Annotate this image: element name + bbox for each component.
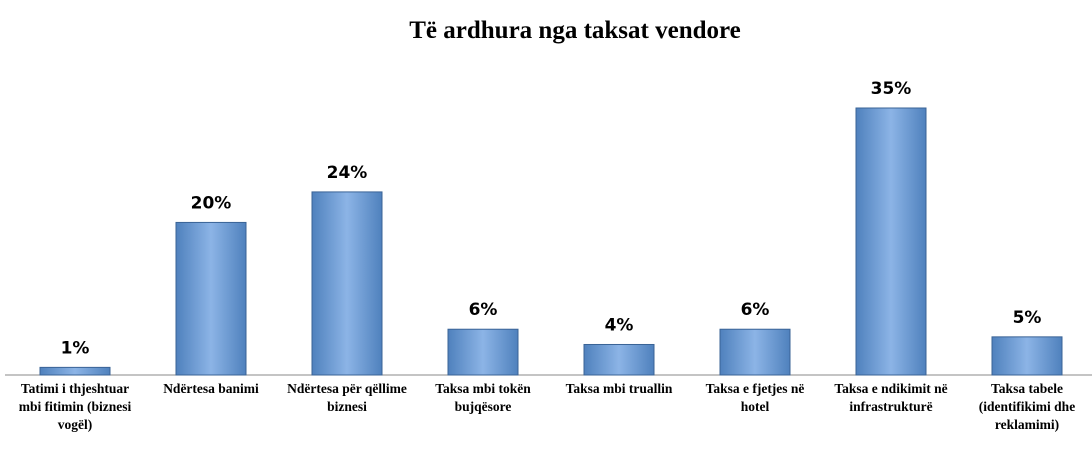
bar	[991, 336, 1063, 376]
x-tick-label: Ndërtesa banimi	[163, 381, 259, 396]
value-label: 6%	[741, 300, 770, 320]
value-label: 20%	[191, 193, 232, 213]
x-tick-label: Taksa e ndikimit në infrastrukturë	[834, 381, 948, 414]
value-label: 1%	[61, 338, 90, 358]
chart-title: Të ardhura nga taksat vendore	[409, 17, 741, 44]
bar	[311, 191, 383, 376]
x-tick-label: Tatimi i thjeshtuar mbi fitimin (biznesi…	[18, 381, 132, 432]
x-tick-label: Taksa mbi truallin	[565, 381, 673, 396]
x-tick-label: Ndërtesa për qëllime biznesi	[287, 381, 407, 414]
x-tick-label: Taksa tabele (identifikimi dhe reklamimi…	[978, 381, 1076, 432]
value-label: 5%	[1013, 308, 1042, 328]
x-tick-label: Taksa mbi tokën bujqësore	[435, 381, 531, 414]
bar	[447, 328, 519, 376]
value-label: 4%	[605, 315, 634, 335]
value-label: 35%	[871, 79, 912, 99]
value-label: 24%	[327, 163, 368, 183]
bar	[855, 107, 927, 376]
bar	[39, 366, 111, 376]
bar	[719, 328, 791, 376]
bar	[583, 343, 655, 376]
value-label: 6%	[469, 300, 498, 320]
bar	[175, 221, 247, 376]
x-tick-label: Taksa e fjetjes në hotel	[705, 381, 805, 414]
